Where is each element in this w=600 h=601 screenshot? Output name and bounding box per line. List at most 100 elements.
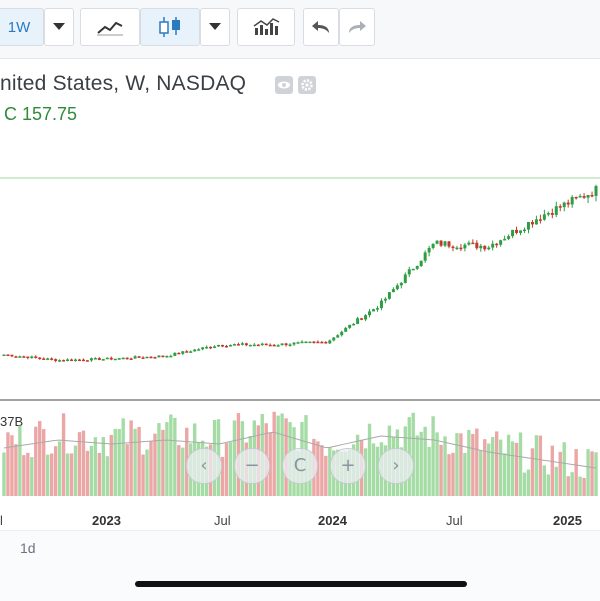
candle [14,355,18,358]
candle [340,330,344,337]
volume-bar [530,448,535,496]
volume-value-label: 37B [0,414,24,429]
line-chart-button[interactable] [80,8,140,46]
interval-dropdown-button[interactable] [44,8,74,46]
candle [360,318,364,321]
volume-bar [459,433,463,496]
volume-bar [177,445,181,496]
candle [344,326,348,332]
symbol-title[interactable]: nited States, W, NASDAQ [0,72,247,95]
scroll-left-icon[interactable]: ‹ [186,448,222,484]
volume-bar [415,435,419,496]
candle [105,357,109,360]
candle [70,358,74,362]
candle [42,357,46,360]
volume-bar [371,443,376,496]
candle [284,342,288,347]
candle [475,240,479,250]
candle [54,358,58,363]
volume-bar [93,437,98,496]
volume-bar [546,474,551,496]
scroll-right-icon[interactable]: › [378,448,414,484]
candle [491,240,495,251]
chart-type-dropdown-button[interactable] [200,8,230,46]
volume-bar [153,433,157,496]
volume-bar [77,432,82,496]
candle [244,342,248,347]
x-axis-tick-label: 2023 [92,513,121,528]
volume-bar [550,445,554,496]
candle [530,220,534,228]
candle [308,341,312,344]
candle [348,324,352,329]
volume-bar [471,433,475,496]
candle [522,227,526,233]
volume-bar [578,476,582,496]
candle [467,240,471,246]
candle [519,230,523,236]
candle [101,358,105,361]
volume-bar [149,441,153,496]
undo-button[interactable] [303,8,339,46]
candle [193,348,197,352]
volume-bar [479,450,483,496]
candle [6,354,10,357]
candle [320,340,324,344]
volume-bar [169,414,173,496]
reset-zoom-icon[interactable]: C [282,448,318,484]
redo-button[interactable] [339,8,375,46]
candle [66,358,70,362]
candle [499,239,503,247]
candle [316,340,320,344]
candle [280,343,284,346]
volume-bar [30,457,34,496]
candle [161,355,165,358]
candle [419,260,423,267]
candle [459,244,463,252]
redo-icon [349,21,366,33]
candle [268,343,272,347]
candle [177,352,181,355]
candle [542,209,546,221]
candle [372,308,376,312]
candle [276,344,280,347]
candle [109,356,113,361]
candle [97,357,101,361]
zoom-in-icon[interactable]: + [330,448,366,484]
candle [74,358,78,362]
candle [165,355,169,358]
gear-icon[interactable] [298,76,316,94]
volume-bar [85,450,90,496]
volume-bar [165,422,169,496]
candle [205,345,209,349]
volume-bar [181,447,185,496]
volume-bar [101,437,106,496]
volume-bar [14,444,18,496]
candle [236,342,240,346]
candle [586,194,590,204]
volume-bar [534,435,539,496]
eye-icon[interactable] [275,76,293,94]
candle [228,344,232,347]
volume-bar [137,426,141,496]
volume-bar [367,423,372,496]
candlestick-chart-button[interactable] [140,8,200,46]
zoom-out-icon[interactable]: − [234,448,270,484]
volume-bar [105,456,109,496]
indicators-button[interactable] [237,8,295,46]
candle [141,356,145,359]
volume-bar [121,418,125,496]
candle [594,184,598,202]
volume-bar [475,428,479,496]
candle [153,356,157,359]
price-chart[interactable] [0,130,600,530]
candle [81,358,85,362]
interval-button[interactable]: 1W [0,8,44,46]
candle [197,348,201,351]
volume-bar [161,429,165,496]
volume-bar [109,434,113,496]
candle [495,242,499,248]
interval-selector[interactable]: 1d [20,540,36,556]
volume-bar [57,441,62,496]
volume-bar [320,445,324,496]
